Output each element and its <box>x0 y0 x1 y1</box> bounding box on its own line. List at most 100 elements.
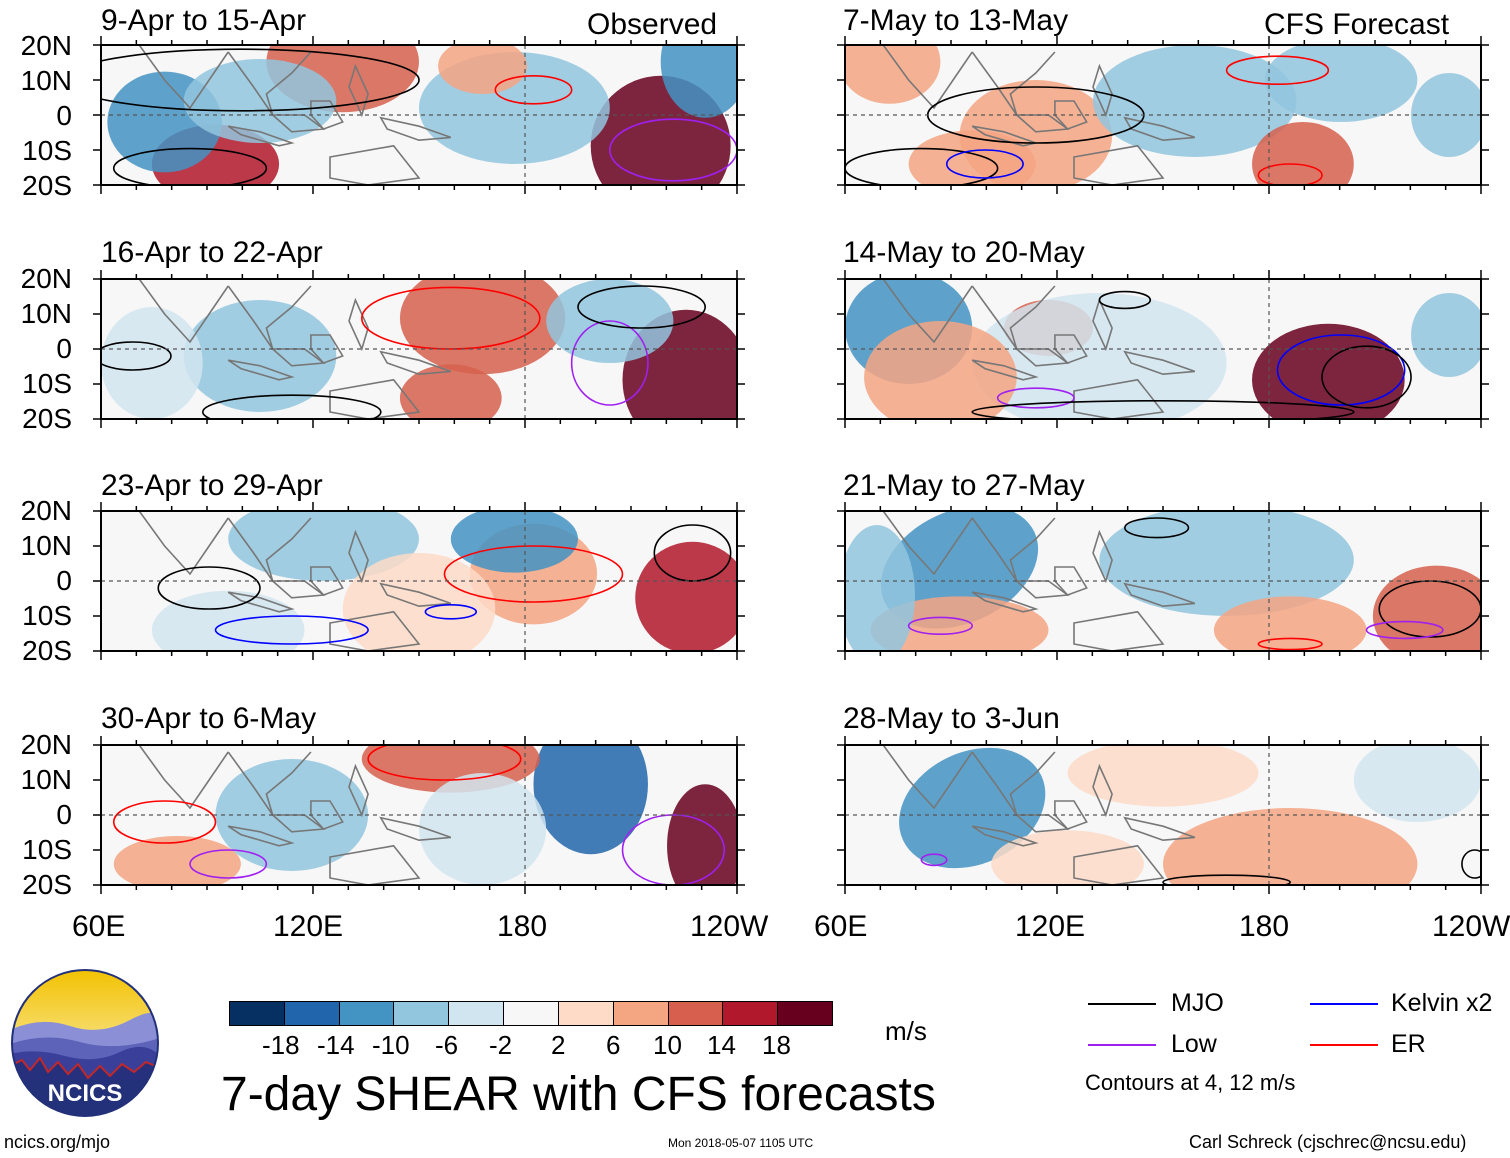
shading-cell <box>1264 45 1418 122</box>
panel-title: 23-Apr to 29-Apr <box>101 469 323 502</box>
shading-cell <box>419 773 547 885</box>
coastline <box>329 144 421 185</box>
ncics-logo: NCICS <box>11 969 159 1117</box>
map-panels <box>93 36 1489 894</box>
x-tick-label: 120W <box>690 910 769 943</box>
coastline <box>379 582 452 608</box>
coastline <box>971 51 1056 116</box>
legend: MJO Kelvin x2 Low ER Contours at 4, 12 m… <box>1085 988 1505 1098</box>
coastline <box>138 511 229 576</box>
colorbar-tick-label: -18 <box>262 1030 300 1060</box>
x-tick-label: 120E <box>1015 910 1086 943</box>
y-tick-label: 10N <box>20 764 72 795</box>
panel-title: 14-May to 20-May <box>843 236 1085 269</box>
shading-cell <box>660 45 737 118</box>
coastline <box>138 45 229 110</box>
panel-title: 28-May to 3-Jun <box>843 702 1060 735</box>
map-panel <box>93 736 745 894</box>
contour-mjo <box>971 400 1355 419</box>
footer-author: Carl Schreck (cjschrec@ncsu.edu) <box>1189 1132 1467 1152</box>
colorbar-units: m/s <box>885 1016 927 1046</box>
cfs-forecast-label: CFS Forecast <box>1264 8 1450 41</box>
shading-cell <box>183 59 337 143</box>
coastline <box>1092 297 1113 352</box>
map-panel <box>93 270 745 428</box>
coastline <box>310 334 344 364</box>
coastline <box>882 511 973 576</box>
legend-label-kelvin: Kelvin x2 <box>1391 989 1493 1017</box>
observed-label: Observed <box>587 8 718 41</box>
footer-timestamp: Mon 2018-05-07 1105 UTC <box>668 1136 814 1150</box>
shading-cell <box>399 364 502 419</box>
coastline <box>379 350 452 376</box>
coastline <box>227 517 312 582</box>
coastline <box>1073 378 1165 419</box>
map-panel <box>93 36 745 194</box>
panel-title: 30-Apr to 6-May <box>101 702 317 735</box>
colorbar <box>229 1001 833 1026</box>
contour-kelvin <box>214 615 369 645</box>
y-tick-label: 20S <box>22 403 72 434</box>
contour-low <box>570 320 649 406</box>
coastline <box>1092 763 1113 818</box>
coastline <box>882 279 973 344</box>
coastline <box>1054 100 1088 130</box>
coastline <box>971 285 1056 350</box>
contour-mjo <box>201 394 382 419</box>
y-tick-label: 20N <box>20 30 72 61</box>
map-panel <box>837 736 1489 894</box>
coastline <box>971 517 1056 582</box>
coastline <box>138 745 229 810</box>
coastline <box>329 844 421 885</box>
contour-er <box>367 745 522 781</box>
coastline <box>227 751 312 816</box>
contour-mjo <box>577 285 706 329</box>
contour-low <box>907 616 974 635</box>
shading-cell <box>880 511 1039 629</box>
legend-line-kelvin <box>1310 1003 1378 1005</box>
coastline <box>227 359 295 381</box>
colorbar-tick-label: 6 <box>606 1030 621 1060</box>
coastline <box>1123 350 1196 376</box>
coastline <box>1123 116 1196 142</box>
x-tick-label: 60E <box>72 910 126 943</box>
contour-low <box>920 853 948 867</box>
x-tick-label: 180 <box>1239 910 1290 943</box>
shading-cell <box>1353 745 1481 822</box>
contour-mjo <box>1124 517 1190 539</box>
contour-mjo <box>101 341 172 371</box>
shading-cell <box>1252 122 1354 185</box>
contour-er <box>1257 637 1323 651</box>
contour-mjo <box>1098 290 1152 310</box>
x-tick-label: 180 <box>497 910 548 943</box>
contour-low <box>621 814 726 885</box>
shading-cell <box>991 830 1144 885</box>
contour-er <box>360 286 541 350</box>
coastline <box>329 378 421 419</box>
contour-mjo <box>1461 849 1481 879</box>
shading-cell <box>533 745 648 855</box>
coastline <box>971 125 1039 147</box>
coastline <box>227 825 295 847</box>
x-tick-label: 120W <box>1432 910 1510 943</box>
legend-line-low <box>1088 1044 1156 1046</box>
y-tick-label: 0 <box>56 799 72 830</box>
coastline <box>1123 582 1196 608</box>
shading-cell <box>1163 808 1418 885</box>
colorbar-tick-label: 18 <box>762 1030 791 1060</box>
coastline <box>348 529 369 584</box>
y-tick-label: 20S <box>22 170 72 201</box>
coastline <box>329 610 421 651</box>
legend-line-mjo <box>1088 1003 1156 1005</box>
shading-cell <box>635 541 737 651</box>
contour-low <box>996 387 1075 409</box>
coastline <box>1123 816 1196 842</box>
contour-low <box>609 118 737 182</box>
contour-mjo <box>101 48 420 112</box>
coastline <box>227 51 312 116</box>
footer-site-link[interactable]: ncics.org/mjo <box>4 1132 111 1152</box>
y-tick-label: 10S <box>22 368 72 399</box>
legend-label-low: Low <box>1171 1030 1217 1058</box>
contour-kelvin <box>424 603 478 620</box>
